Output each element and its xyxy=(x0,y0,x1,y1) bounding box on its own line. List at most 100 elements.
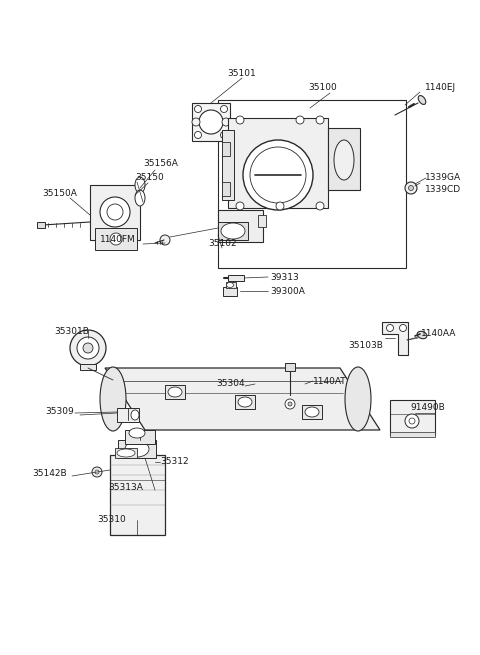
Bar xyxy=(222,182,230,196)
Ellipse shape xyxy=(417,331,427,339)
Bar xyxy=(117,408,139,422)
Bar xyxy=(328,128,360,190)
Bar xyxy=(115,448,137,458)
Text: 35313A: 35313A xyxy=(108,483,143,491)
Ellipse shape xyxy=(418,96,426,104)
Circle shape xyxy=(192,118,200,126)
Circle shape xyxy=(95,470,99,474)
Ellipse shape xyxy=(227,282,233,288)
Circle shape xyxy=(399,324,407,331)
Bar xyxy=(218,100,406,268)
Bar xyxy=(125,430,155,444)
Circle shape xyxy=(70,330,106,366)
Circle shape xyxy=(220,132,228,138)
Circle shape xyxy=(199,110,223,134)
Text: 35312: 35312 xyxy=(160,457,189,466)
Bar xyxy=(285,363,295,371)
Circle shape xyxy=(386,324,394,331)
Ellipse shape xyxy=(221,223,245,239)
Ellipse shape xyxy=(334,140,354,180)
Circle shape xyxy=(236,116,244,124)
Bar xyxy=(110,455,165,535)
Ellipse shape xyxy=(135,190,145,206)
Bar xyxy=(222,142,230,156)
Bar xyxy=(165,385,185,399)
Text: 91490B: 91490B xyxy=(410,403,445,413)
Text: 1339CD: 1339CD xyxy=(425,185,461,195)
Circle shape xyxy=(110,233,122,245)
Circle shape xyxy=(220,105,228,113)
Bar xyxy=(390,432,435,437)
Text: 1339GA: 1339GA xyxy=(425,174,461,183)
Ellipse shape xyxy=(135,177,145,193)
Circle shape xyxy=(316,116,324,124)
Bar xyxy=(192,103,230,141)
Circle shape xyxy=(408,185,413,191)
Bar xyxy=(228,275,244,281)
Text: 35103B: 35103B xyxy=(348,341,383,350)
Ellipse shape xyxy=(131,410,139,420)
Text: 35150A: 35150A xyxy=(42,189,77,198)
Ellipse shape xyxy=(100,367,126,431)
Circle shape xyxy=(100,197,130,227)
Bar xyxy=(390,400,435,435)
Circle shape xyxy=(296,116,304,124)
Text: 35156A: 35156A xyxy=(143,159,178,168)
Text: 35309: 35309 xyxy=(46,407,74,415)
Bar xyxy=(222,130,234,200)
Polygon shape xyxy=(382,322,408,355)
Circle shape xyxy=(409,418,415,424)
Text: 35304: 35304 xyxy=(216,379,245,388)
Circle shape xyxy=(83,343,93,353)
Bar xyxy=(118,440,156,458)
Circle shape xyxy=(405,182,417,194)
Circle shape xyxy=(316,202,324,210)
Ellipse shape xyxy=(168,387,182,397)
Bar xyxy=(228,118,328,208)
Text: 1140AA: 1140AA xyxy=(421,329,456,337)
Ellipse shape xyxy=(125,441,149,457)
Bar xyxy=(223,287,237,296)
Circle shape xyxy=(222,118,230,126)
Ellipse shape xyxy=(305,407,319,417)
Circle shape xyxy=(243,140,313,210)
Text: 39300A: 39300A xyxy=(270,286,305,295)
Bar xyxy=(90,185,140,240)
Text: 1140AT: 1140AT xyxy=(313,377,347,386)
Ellipse shape xyxy=(117,449,135,457)
Text: 1140EJ: 1140EJ xyxy=(425,83,456,92)
Bar xyxy=(235,395,255,409)
Circle shape xyxy=(107,204,123,220)
Bar xyxy=(226,282,236,288)
Circle shape xyxy=(160,235,170,245)
Circle shape xyxy=(194,132,202,138)
Circle shape xyxy=(288,402,292,406)
Bar xyxy=(258,215,266,227)
Circle shape xyxy=(250,147,306,203)
Text: 35102: 35102 xyxy=(208,238,237,248)
Circle shape xyxy=(405,414,419,428)
Text: 35101: 35101 xyxy=(228,69,256,77)
Text: 1140FM: 1140FM xyxy=(100,236,136,244)
Text: 35100: 35100 xyxy=(309,83,337,92)
Circle shape xyxy=(236,202,244,210)
Circle shape xyxy=(194,105,202,113)
Circle shape xyxy=(77,337,99,359)
Text: 35301B: 35301B xyxy=(55,326,89,335)
Text: 35150: 35150 xyxy=(135,174,164,183)
Bar xyxy=(95,228,137,250)
Text: 39313: 39313 xyxy=(270,272,299,282)
Polygon shape xyxy=(105,368,380,430)
Ellipse shape xyxy=(345,367,371,431)
Ellipse shape xyxy=(238,397,252,407)
Circle shape xyxy=(276,202,284,210)
Circle shape xyxy=(92,467,102,477)
Ellipse shape xyxy=(129,428,145,438)
Bar xyxy=(218,222,248,240)
Bar xyxy=(37,222,45,228)
Bar xyxy=(218,210,263,242)
Text: 35310: 35310 xyxy=(97,515,126,525)
Text: 35142B: 35142B xyxy=(32,470,67,479)
Circle shape xyxy=(285,399,295,409)
Bar xyxy=(302,405,322,419)
